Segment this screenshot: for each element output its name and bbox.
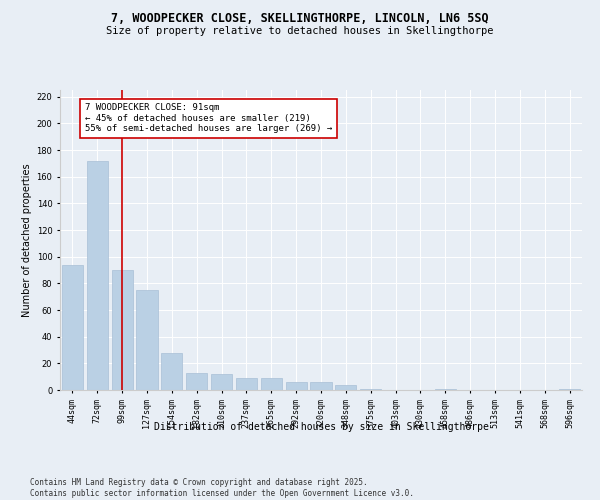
Text: 7 WOODPECKER CLOSE: 91sqm
← 45% of detached houses are smaller (219)
55% of semi: 7 WOODPECKER CLOSE: 91sqm ← 45% of detac… bbox=[85, 104, 332, 133]
Bar bbox=[161, 352, 182, 390]
Bar bbox=[62, 264, 83, 390]
Text: Contains HM Land Registry data © Crown copyright and database right 2025.
Contai: Contains HM Land Registry data © Crown c… bbox=[30, 478, 414, 498]
Bar bbox=[360, 388, 381, 390]
Text: Distribution of detached houses by size in Skellingthorpe: Distribution of detached houses by size … bbox=[154, 422, 488, 432]
Bar bbox=[112, 270, 133, 390]
Bar bbox=[211, 374, 232, 390]
Text: 7, WOODPECKER CLOSE, SKELLINGTHORPE, LINCOLN, LN6 5SQ: 7, WOODPECKER CLOSE, SKELLINGTHORPE, LIN… bbox=[111, 12, 489, 26]
Bar bbox=[310, 382, 332, 390]
Bar bbox=[261, 378, 282, 390]
Bar bbox=[236, 378, 257, 390]
Bar bbox=[559, 388, 580, 390]
Bar bbox=[286, 382, 307, 390]
Bar bbox=[435, 388, 456, 390]
Bar bbox=[186, 372, 207, 390]
Text: Size of property relative to detached houses in Skellingthorpe: Size of property relative to detached ho… bbox=[106, 26, 494, 36]
Bar bbox=[136, 290, 158, 390]
Bar bbox=[87, 160, 108, 390]
Y-axis label: Number of detached properties: Number of detached properties bbox=[22, 163, 32, 317]
Bar bbox=[335, 384, 356, 390]
